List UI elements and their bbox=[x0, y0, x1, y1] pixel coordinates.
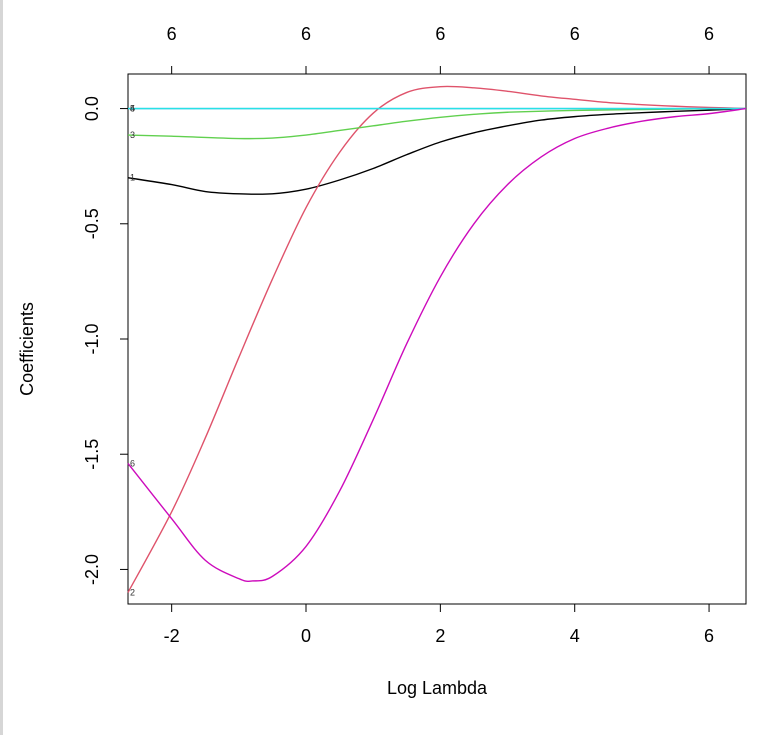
y-tick-label: -2.0 bbox=[82, 554, 102, 585]
y-tick-label: -0.5 bbox=[82, 208, 102, 239]
series-line-2 bbox=[127, 85, 747, 593]
x-tick-label: 0 bbox=[301, 626, 311, 646]
series-end-label-5: 5 bbox=[130, 104, 135, 114]
y-axis-title: Coefficients bbox=[17, 302, 37, 396]
series-end-label-6: 6 bbox=[130, 458, 135, 468]
x-tick-label: -2 bbox=[164, 626, 180, 646]
series-end-label-1: 1 bbox=[130, 173, 135, 183]
y-tick-label: 0.0 bbox=[82, 96, 102, 121]
top-tick-label: 6 bbox=[301, 24, 311, 44]
series-end-label-4: 4 bbox=[130, 104, 135, 114]
top-tick-label: 6 bbox=[435, 24, 445, 44]
series-end-label-3: 3 bbox=[130, 130, 135, 140]
series-line-3 bbox=[127, 107, 747, 140]
x-axis-title: Log Lambda bbox=[387, 678, 488, 698]
series-line-6 bbox=[127, 107, 747, 583]
top-tick-label: 6 bbox=[167, 24, 177, 44]
top-tick-label: 6 bbox=[704, 24, 714, 44]
coefficient-path-chart: -2 0 2 4 6 6 6 6 6 6 -2.0 -1.5 -1.0 -0.5 0.0 Log Lambda… bbox=[17, 24, 747, 698]
series-end-label-2: 2 bbox=[130, 587, 135, 597]
y-tick-label: -1.5 bbox=[82, 439, 102, 470]
x-tick-label: 6 bbox=[704, 626, 714, 646]
plot-box bbox=[127, 73, 747, 605]
x-tick-label: 4 bbox=[570, 626, 580, 646]
x-tick-label: 2 bbox=[435, 626, 445, 646]
series-line-1 bbox=[127, 107, 747, 195]
top-tick-label: 6 bbox=[570, 24, 580, 44]
y-tick-label: -1.0 bbox=[82, 323, 102, 354]
